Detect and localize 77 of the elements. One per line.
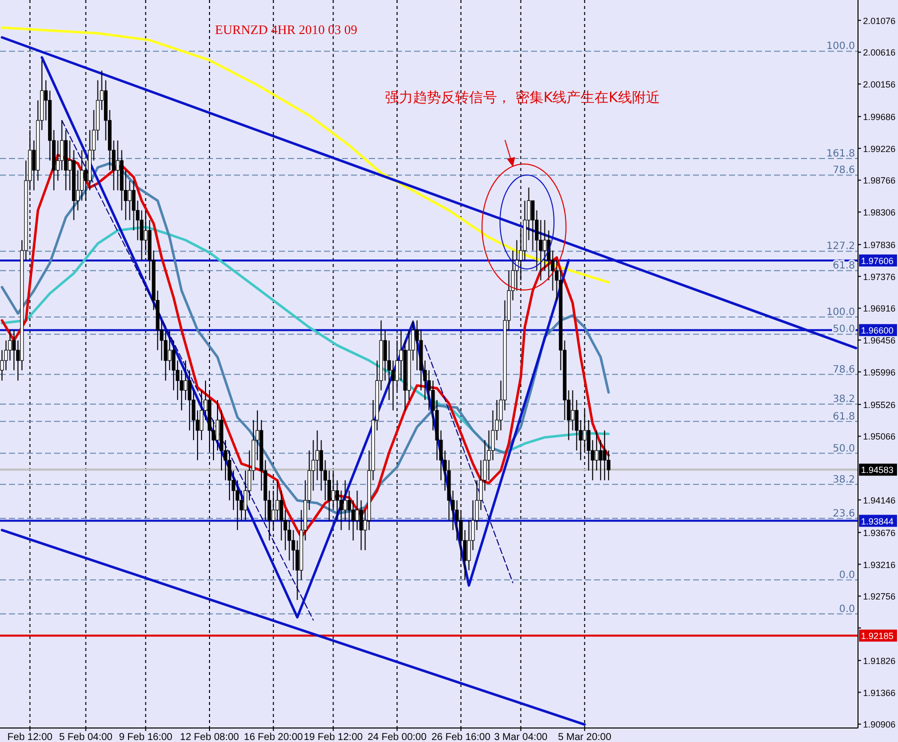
y-tick-label: 2.00616 — [863, 48, 896, 58]
x-tick-label: 19 Feb 12:00 — [304, 732, 364, 742]
annotation: 61.8 — [832, 260, 855, 272]
annotation: 38.2 — [832, 394, 855, 406]
candlestick — [594, 430, 598, 472]
candlestick — [391, 360, 395, 411]
candlestick — [343, 480, 347, 521]
annotation: 78.6 — [832, 364, 855, 376]
candlestick — [351, 500, 355, 541]
x-tick-label: 5 Mar 20:00 — [558, 732, 612, 742]
candlestick — [606, 450, 610, 481]
x-tick-label: 16 Feb 20:00 — [244, 732, 304, 742]
candlestick — [140, 210, 144, 261]
x-tick-label: Feb 12:00 — [7, 732, 53, 742]
candlestick — [116, 140, 120, 191]
candlestick — [538, 220, 543, 281]
y-tick-label: 1.93216 — [863, 560, 896, 570]
y-tick-label: 1.90906 — [863, 720, 896, 730]
y-tick-label: 1.94146 — [863, 495, 896, 506]
y-tick-label: 2.01076 — [863, 16, 896, 26]
candlestick — [327, 470, 332, 521]
annotation: 0.0 — [839, 570, 855, 581]
ref-line-label: 1.92185 — [861, 631, 894, 642]
x-tick-label: 12 Feb 08:00 — [180, 732, 240, 742]
candlestick — [339, 490, 344, 531]
annotation: 100.0 — [826, 306, 855, 318]
y-tick-label: 1.91826 — [863, 656, 896, 666]
candlestick — [570, 390, 574, 431]
y-tick-label: 1.96456 — [863, 336, 896, 346]
y-tick-label: 1.95996 — [863, 367, 896, 378]
line-series — [0, 26, 610, 284]
ref-line-label: 1.94583 — [861, 465, 894, 476]
annotation: 61.8 — [832, 411, 855, 422]
candlestick — [164, 330, 168, 382]
candlestick — [331, 470, 336, 511]
candlestick — [128, 180, 132, 221]
ref-line-label: 1.93844 — [861, 516, 894, 526]
annotation: 强力趋势反转信号， 密集K线产生在K线附近 — [385, 90, 660, 106]
candlestick — [542, 220, 547, 272]
y-tick-label: 1.92756 — [863, 592, 896, 602]
y-tick-label: 1.99226 — [863, 144, 896, 154]
y-tick-label: 1.95526 — [863, 400, 896, 410]
y-tick-label: 2.00156 — [863, 80, 896, 90]
y-tick-label: 1.98766 — [863, 176, 896, 186]
y-tick-label: 1.98306 — [863, 208, 896, 218]
x-tick-label: 5 Feb 04:00 — [59, 732, 113, 742]
y-tick-label: 1.99686 — [863, 112, 896, 122]
candlestick — [56, 140, 60, 182]
y-tick-label: 1.97376 — [863, 272, 896, 282]
annotation: 23.6 — [832, 508, 855, 520]
candlestick — [355, 490, 359, 531]
y-tick-label: 1.97836 — [863, 240, 896, 250]
annotation: 127.2 — [826, 241, 855, 252]
ref-line-label: 1.96600 — [861, 326, 894, 336]
y-tick-label: 1.95066 — [863, 432, 896, 442]
candlestick — [467, 520, 471, 571]
candlestick — [168, 330, 172, 371]
x-tick-label: 9 Feb 16:00 — [118, 732, 173, 742]
x-tick-label: 24 Feb 00:00 — [368, 732, 427, 742]
y-tick-label: 1.91366 — [863, 688, 896, 698]
annotation: 0.0 — [839, 604, 855, 615]
candlestick — [180, 370, 184, 411]
y-tick-label: 1.93676 — [863, 528, 896, 538]
candlestick — [359, 500, 363, 551]
candlestick — [598, 440, 602, 481]
candlestick — [602, 430, 606, 481]
annotation: 38.2 — [832, 474, 855, 486]
x-tick-label: 3 Mar 04:00 — [494, 732, 548, 742]
annotation: 78.6 — [832, 165, 855, 176]
text: EURNZD 4HR 2010 03 09 — [215, 22, 358, 37]
annotation: 100.0 — [826, 41, 855, 52]
ref-line-label: 1.97606 — [861, 256, 894, 266]
annotation: 161.8 — [826, 148, 855, 160]
candlestick — [184, 360, 188, 400]
x-tick-label: 26 Feb 16:00 — [431, 732, 491, 742]
y-tick-label: 1.96916 — [863, 304, 896, 314]
annotation: 50.0 — [832, 443, 855, 454]
